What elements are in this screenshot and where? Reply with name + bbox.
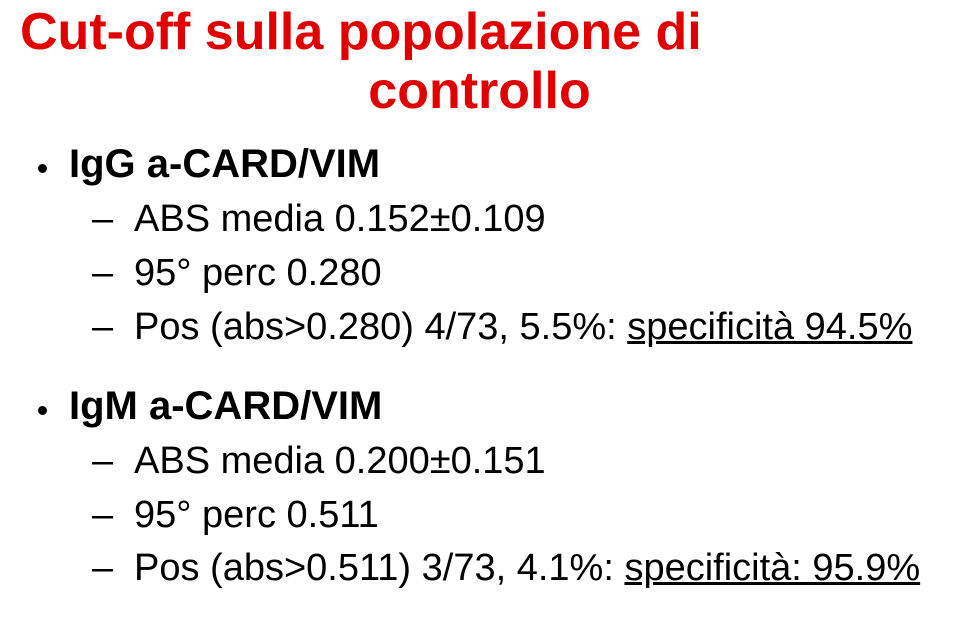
sub-item: – 95° perc 0.511 (92, 493, 939, 539)
sub-item: – Pos (abs>0.280) 4/73, 5.5%: specificit… (92, 305, 939, 351)
bullet-row: IgG a-CARD/VIM (38, 142, 939, 187)
bullet-label: IgG a-CARD/VIM (69, 142, 380, 187)
bullet-label: IgM a-CARD/VIM (69, 384, 382, 429)
sub-text: Pos (abs>0.511) 3/73, 4.1%: specificità:… (134, 546, 920, 592)
sub-text-underlined: specificità: 95.9% (624, 547, 920, 589)
dash-icon: – (92, 493, 116, 539)
sub-item: – ABS media 0.152±0.109 (92, 197, 939, 243)
dash-icon: – (92, 439, 116, 485)
section-igg: IgG a-CARD/VIM – ABS media 0.152±0.109 –… (20, 142, 939, 350)
section-gap (20, 358, 939, 384)
dash-icon: – (92, 305, 116, 351)
section-igm: IgM a-CARD/VIM – ABS media 0.200±0.151 –… (20, 384, 939, 592)
sub-list: – ABS media 0.152±0.109 – 95° perc 0.280… (92, 197, 939, 350)
sub-text: 95° perc 0.280 (134, 251, 382, 297)
sub-item: – ABS media 0.200±0.151 (92, 439, 939, 485)
bullet-dot-icon (38, 406, 47, 415)
sub-text-underlined: specificità 94.5% (627, 306, 912, 348)
dash-icon: – (92, 197, 116, 243)
slide-title-line2: controllo (20, 63, 939, 120)
dash-icon: – (92, 546, 116, 592)
sub-text: ABS media 0.200±0.151 (134, 439, 546, 485)
sub-item: – Pos (abs>0.511) 3/73, 4.1%: specificit… (92, 546, 939, 592)
sub-text: ABS media 0.152±0.109 (134, 197, 546, 243)
bullet-dot-icon (38, 164, 47, 173)
sub-list: – ABS media 0.200±0.151 – 95° perc 0.511… (92, 439, 939, 592)
dash-icon: – (92, 251, 116, 297)
bullet-row: IgM a-CARD/VIM (38, 384, 939, 429)
sub-text: Pos (abs>0.280) 4/73, 5.5%: specificità … (134, 305, 912, 351)
sub-text-prefix: Pos (abs>0.511) 3/73, 4.1%: (134, 547, 624, 589)
sub-text: 95° perc 0.511 (134, 493, 379, 539)
slide: Cut-off sulla popolazione di controllo I… (0, 4, 959, 644)
sub-item: – 95° perc 0.280 (92, 251, 939, 297)
sub-text-prefix: Pos (abs>0.280) 4/73, 5.5%: (134, 306, 627, 348)
slide-title-line1: Cut-off sulla popolazione di (20, 4, 939, 61)
